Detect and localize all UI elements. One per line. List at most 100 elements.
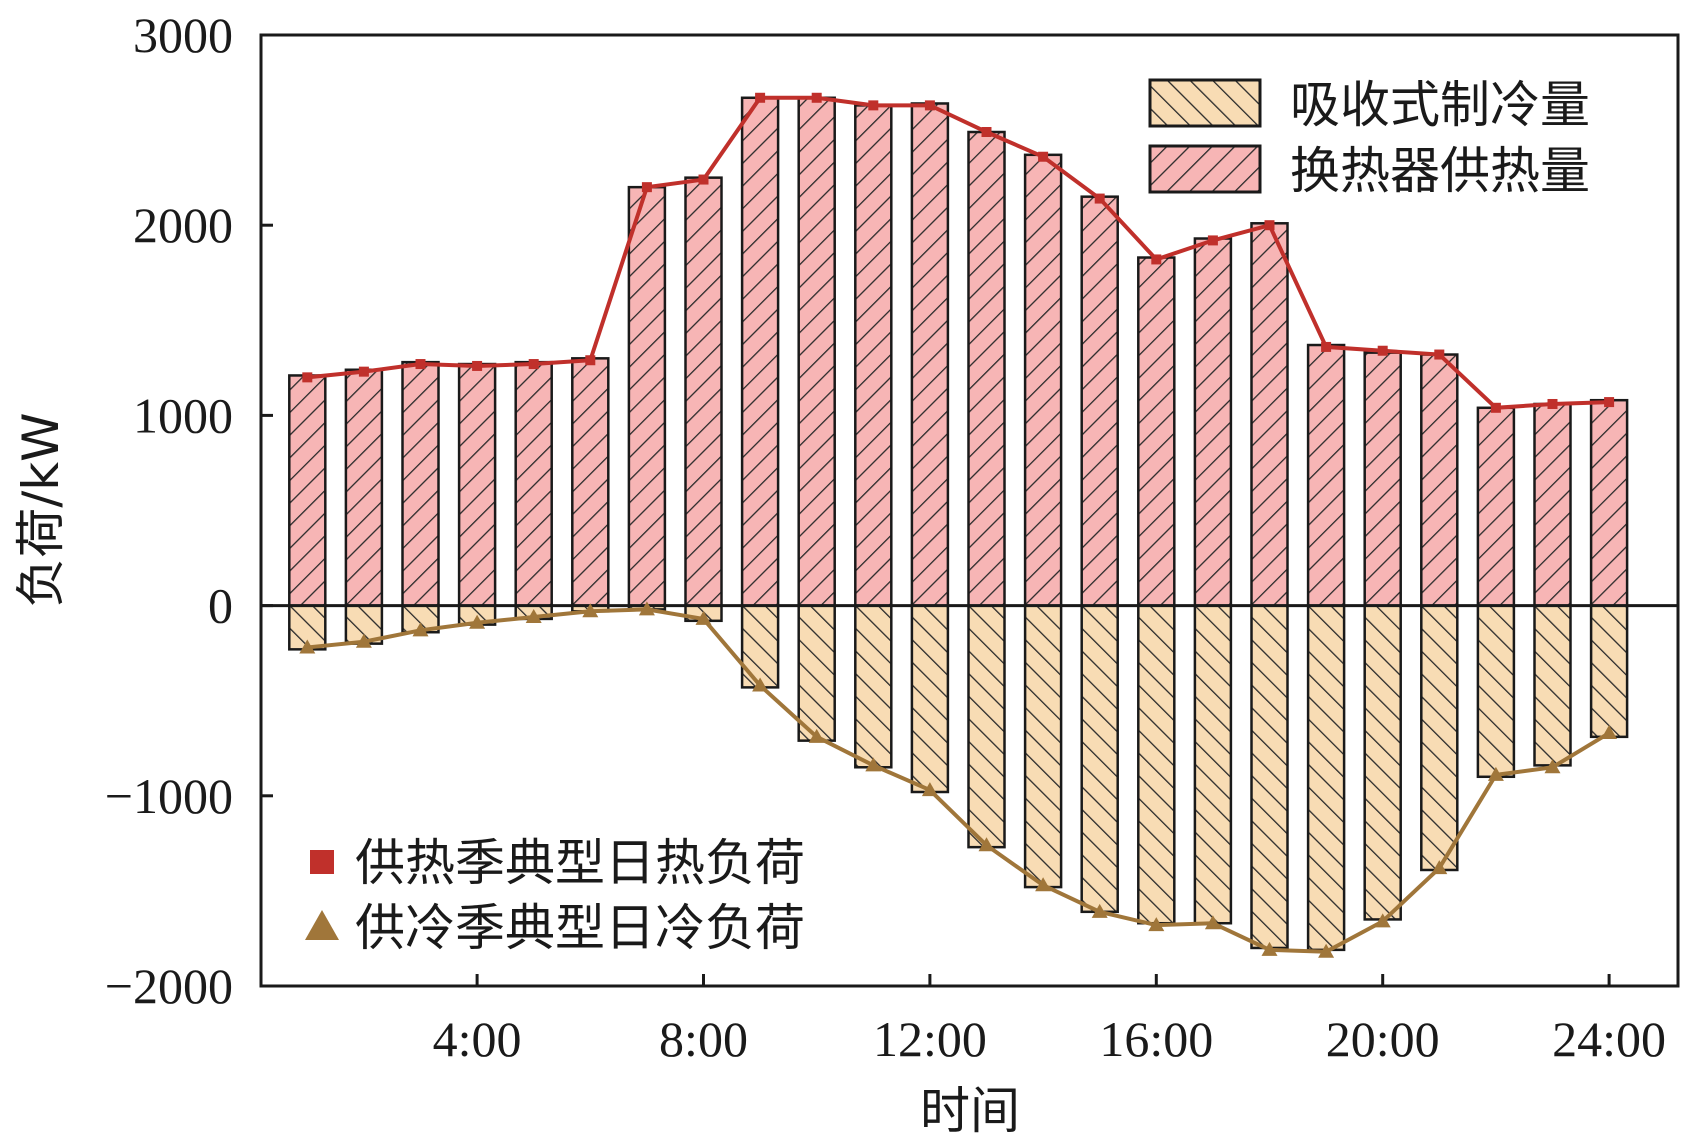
cool-load-point-7	[638, 601, 655, 616]
heat-load-point-2	[358, 366, 369, 377]
heat-load-point-8	[698, 174, 709, 185]
cooling-bar-18	[1250, 604, 1289, 950]
heating-bar-1	[288, 374, 327, 607]
heating-bar-16	[1137, 256, 1176, 607]
cool-load-point-8	[695, 610, 712, 625]
cool-load-point-15	[1091, 903, 1108, 918]
x-tick-label: 4:00	[433, 1011, 522, 1067]
cool-load-point-6	[582, 603, 599, 618]
heating-bar-19	[1306, 343, 1346, 607]
heating-bar-21	[1420, 353, 1459, 607]
legend-label-heating: 换热器供热量	[1290, 142, 1590, 200]
heating-bar-6	[571, 357, 610, 607]
y-tick-label: 2000	[133, 197, 233, 253]
heating-bar-23	[1533, 402, 1572, 607]
line-layer	[299, 92, 1618, 958]
heating-bar-3	[401, 360, 440, 607]
legend-label-cooling: 吸收式制冷量	[1290, 76, 1590, 134]
heat-load-point-4	[472, 360, 483, 371]
cool-load-point-16	[1148, 917, 1165, 932]
heat-load-point-6	[585, 355, 596, 366]
cooling-bar-14	[1023, 604, 1063, 889]
heating-bar-18	[1250, 222, 1289, 607]
x-tick-label: 20:00	[1326, 1011, 1440, 1067]
cooling-bar-24	[1589, 604, 1629, 739]
cooling-bar-20	[1363, 604, 1402, 921]
legend-marker-cool-load	[305, 910, 339, 940]
legend-label-cool-load: 供冷季典型日冷负荷	[355, 899, 805, 957]
heat-load-point-1	[302, 372, 313, 383]
heat-load-point-13	[981, 127, 992, 138]
cool-load-point-20	[1374, 913, 1391, 928]
heat-load-point-21	[1434, 349, 1445, 360]
cooling-bar-17	[1193, 604, 1233, 925]
heat-load-point-24	[1604, 397, 1615, 408]
heat-load-point-10	[811, 92, 822, 103]
cooling-bar-13	[967, 604, 1006, 849]
heating-bar-17	[1193, 237, 1233, 607]
y-tick-label: 1000	[133, 387, 233, 443]
heat-load-point-9	[755, 92, 766, 103]
cool-load-point-19	[1318, 943, 1335, 958]
heat-load-point-20	[1377, 345, 1388, 356]
heat-load-point-7	[641, 182, 652, 193]
cooling-bar-21	[1420, 604, 1459, 872]
cooling-bar-19	[1306, 604, 1346, 952]
y-tick-label: 0	[208, 578, 233, 634]
heat-load-point-19	[1321, 341, 1332, 352]
heating-bar-11	[854, 104, 893, 607]
heat-load-point-18	[1264, 220, 1275, 231]
cool-load-point-21	[1431, 860, 1448, 875]
cooling-bar-16	[1137, 604, 1176, 925]
y-tick-label: −1000	[105, 768, 233, 824]
cool-load-point-11	[865, 757, 882, 772]
cool-load-point-13	[978, 837, 995, 852]
x-tick-label: 8:00	[659, 1011, 748, 1067]
cooling-bar-22	[1476, 604, 1516, 779]
bar-legend: 吸收式制冷量 换热器供热量	[1148, 76, 1590, 200]
x-axis: 4:00 8:00 12:00 16:00 20:00 24:00	[433, 974, 1666, 1067]
y-tick-label: −2000	[105, 958, 233, 1014]
cooling-bar-12	[910, 604, 950, 794]
cool-load-point-17	[1204, 915, 1221, 930]
cool-load-point-14	[1035, 877, 1052, 892]
cool-load-line	[307, 607, 1611, 954]
heat-load-point-22	[1490, 402, 1501, 413]
legend-label-heat-load: 供热季典型日热负荷	[355, 834, 805, 892]
y-axis: 3000 2000 1000 0 −1000 −2000	[105, 7, 273, 1014]
heat-load-point-17	[1207, 235, 1218, 246]
heat-load-point-16	[1151, 254, 1162, 265]
line-legend: 供热季典型日热负荷 供冷季典型日冷负荷	[305, 834, 805, 957]
cool-load-point-3	[412, 622, 429, 637]
cool-load-point-12	[921, 782, 938, 797]
cool-load-point-1	[299, 639, 316, 654]
cool-load-point-9	[752, 677, 769, 692]
cooling-bar-9	[740, 604, 780, 689]
heating-bar-20	[1363, 351, 1402, 607]
heating-bar-24	[1589, 398, 1629, 607]
cooling-bar-10	[797, 604, 836, 742]
heat-load-point-23	[1547, 398, 1558, 409]
cool-load-point-23	[1544, 759, 1561, 774]
x-tick-label: 12:00	[873, 1011, 987, 1067]
cooling-bar-23	[1533, 604, 1572, 767]
heating-bar-12	[910, 102, 950, 607]
cooling-bar-15	[1080, 604, 1119, 914]
heat-load-point-12	[924, 100, 935, 111]
heating-bar-4	[457, 362, 497, 607]
heating-bar-14	[1023, 153, 1063, 607]
legend-marker-heat-load	[310, 850, 334, 874]
cool-load-point-24	[1601, 725, 1618, 740]
heating-bar-7	[627, 185, 667, 607]
heating-bar-13	[967, 130, 1006, 607]
heat-load-point-14	[1038, 151, 1049, 162]
heat-load-point-11	[868, 100, 879, 111]
cool-load-point-22	[1487, 766, 1504, 781]
cool-load-point-10	[808, 728, 825, 743]
heating-bar-10	[797, 96, 836, 607]
x-tick-label: 24:00	[1552, 1011, 1666, 1067]
heating-bar-8	[684, 176, 723, 607]
cooling-bar-11	[854, 604, 893, 769]
heating-bar-2	[344, 368, 384, 607]
